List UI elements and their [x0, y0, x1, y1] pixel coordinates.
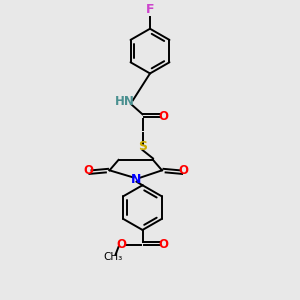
Text: CH₃: CH₃: [103, 252, 122, 262]
Text: O: O: [158, 238, 169, 251]
Text: N: N: [131, 173, 142, 186]
Text: F: F: [146, 3, 154, 16]
Text: O: O: [83, 164, 94, 177]
Text: O: O: [178, 164, 188, 177]
Text: S: S: [138, 140, 147, 153]
Text: O: O: [158, 110, 169, 123]
Text: O: O: [116, 238, 127, 251]
Text: HN: HN: [115, 95, 134, 108]
